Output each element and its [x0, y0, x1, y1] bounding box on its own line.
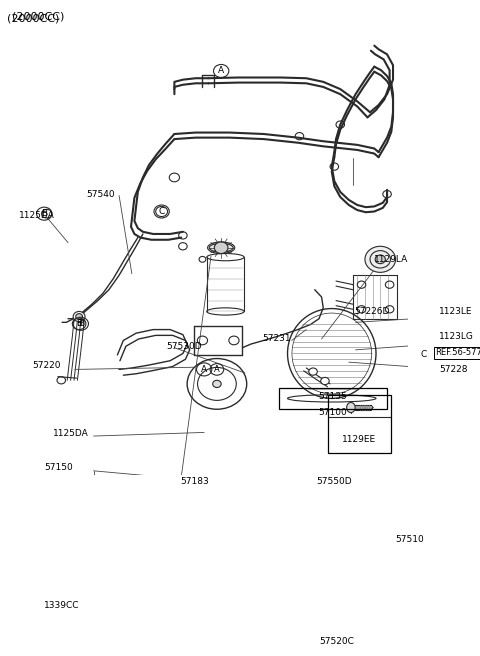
Text: 57530D: 57530D: [166, 342, 202, 351]
Text: 57550D: 57550D: [316, 477, 352, 486]
Circle shape: [76, 314, 83, 319]
Circle shape: [215, 242, 228, 253]
Text: 1129LA: 1129LA: [374, 255, 408, 264]
Text: 1125DA: 1125DA: [53, 428, 88, 438]
Text: (2000CC): (2000CC): [7, 13, 59, 23]
Text: A: A: [218, 66, 224, 75]
Text: 57540: 57540: [87, 190, 115, 199]
Circle shape: [169, 173, 180, 182]
Text: 57100: 57100: [319, 409, 348, 417]
Text: 57226D: 57226D: [354, 307, 389, 316]
Circle shape: [309, 368, 317, 375]
Text: B: B: [78, 319, 84, 328]
Circle shape: [213, 380, 221, 388]
Text: 57520C: 57520C: [319, 636, 354, 646]
Text: A: A: [214, 365, 220, 374]
Text: 1339CC: 1339CC: [44, 601, 80, 610]
Text: 57228: 57228: [439, 365, 468, 374]
Text: 1125DA: 1125DA: [19, 211, 54, 220]
Text: (2000CC): (2000CC): [12, 12, 64, 22]
Text: 57135: 57135: [319, 392, 348, 401]
Text: B: B: [76, 319, 82, 328]
Text: C: C: [420, 350, 427, 359]
Text: 1129EE: 1129EE: [342, 436, 376, 445]
Ellipse shape: [347, 402, 355, 413]
Text: 1123LE: 1123LE: [439, 307, 472, 316]
Text: 57183: 57183: [180, 477, 209, 486]
Circle shape: [73, 312, 85, 321]
Circle shape: [375, 255, 385, 264]
Text: B: B: [41, 209, 48, 218]
Text: 57150: 57150: [44, 462, 73, 472]
Text: 1123LG: 1123LG: [439, 333, 474, 341]
Text: REF.56-577: REF.56-577: [435, 348, 480, 358]
Bar: [279, 388, 387, 409]
Text: 57231: 57231: [262, 335, 290, 344]
Text: 57510: 57510: [396, 535, 424, 544]
Bar: [327, 395, 391, 453]
Ellipse shape: [207, 242, 235, 253]
Text: 57220: 57220: [32, 361, 61, 370]
Circle shape: [365, 246, 396, 272]
Circle shape: [321, 377, 329, 384]
Text: A: A: [201, 365, 207, 374]
Text: C: C: [158, 207, 165, 216]
